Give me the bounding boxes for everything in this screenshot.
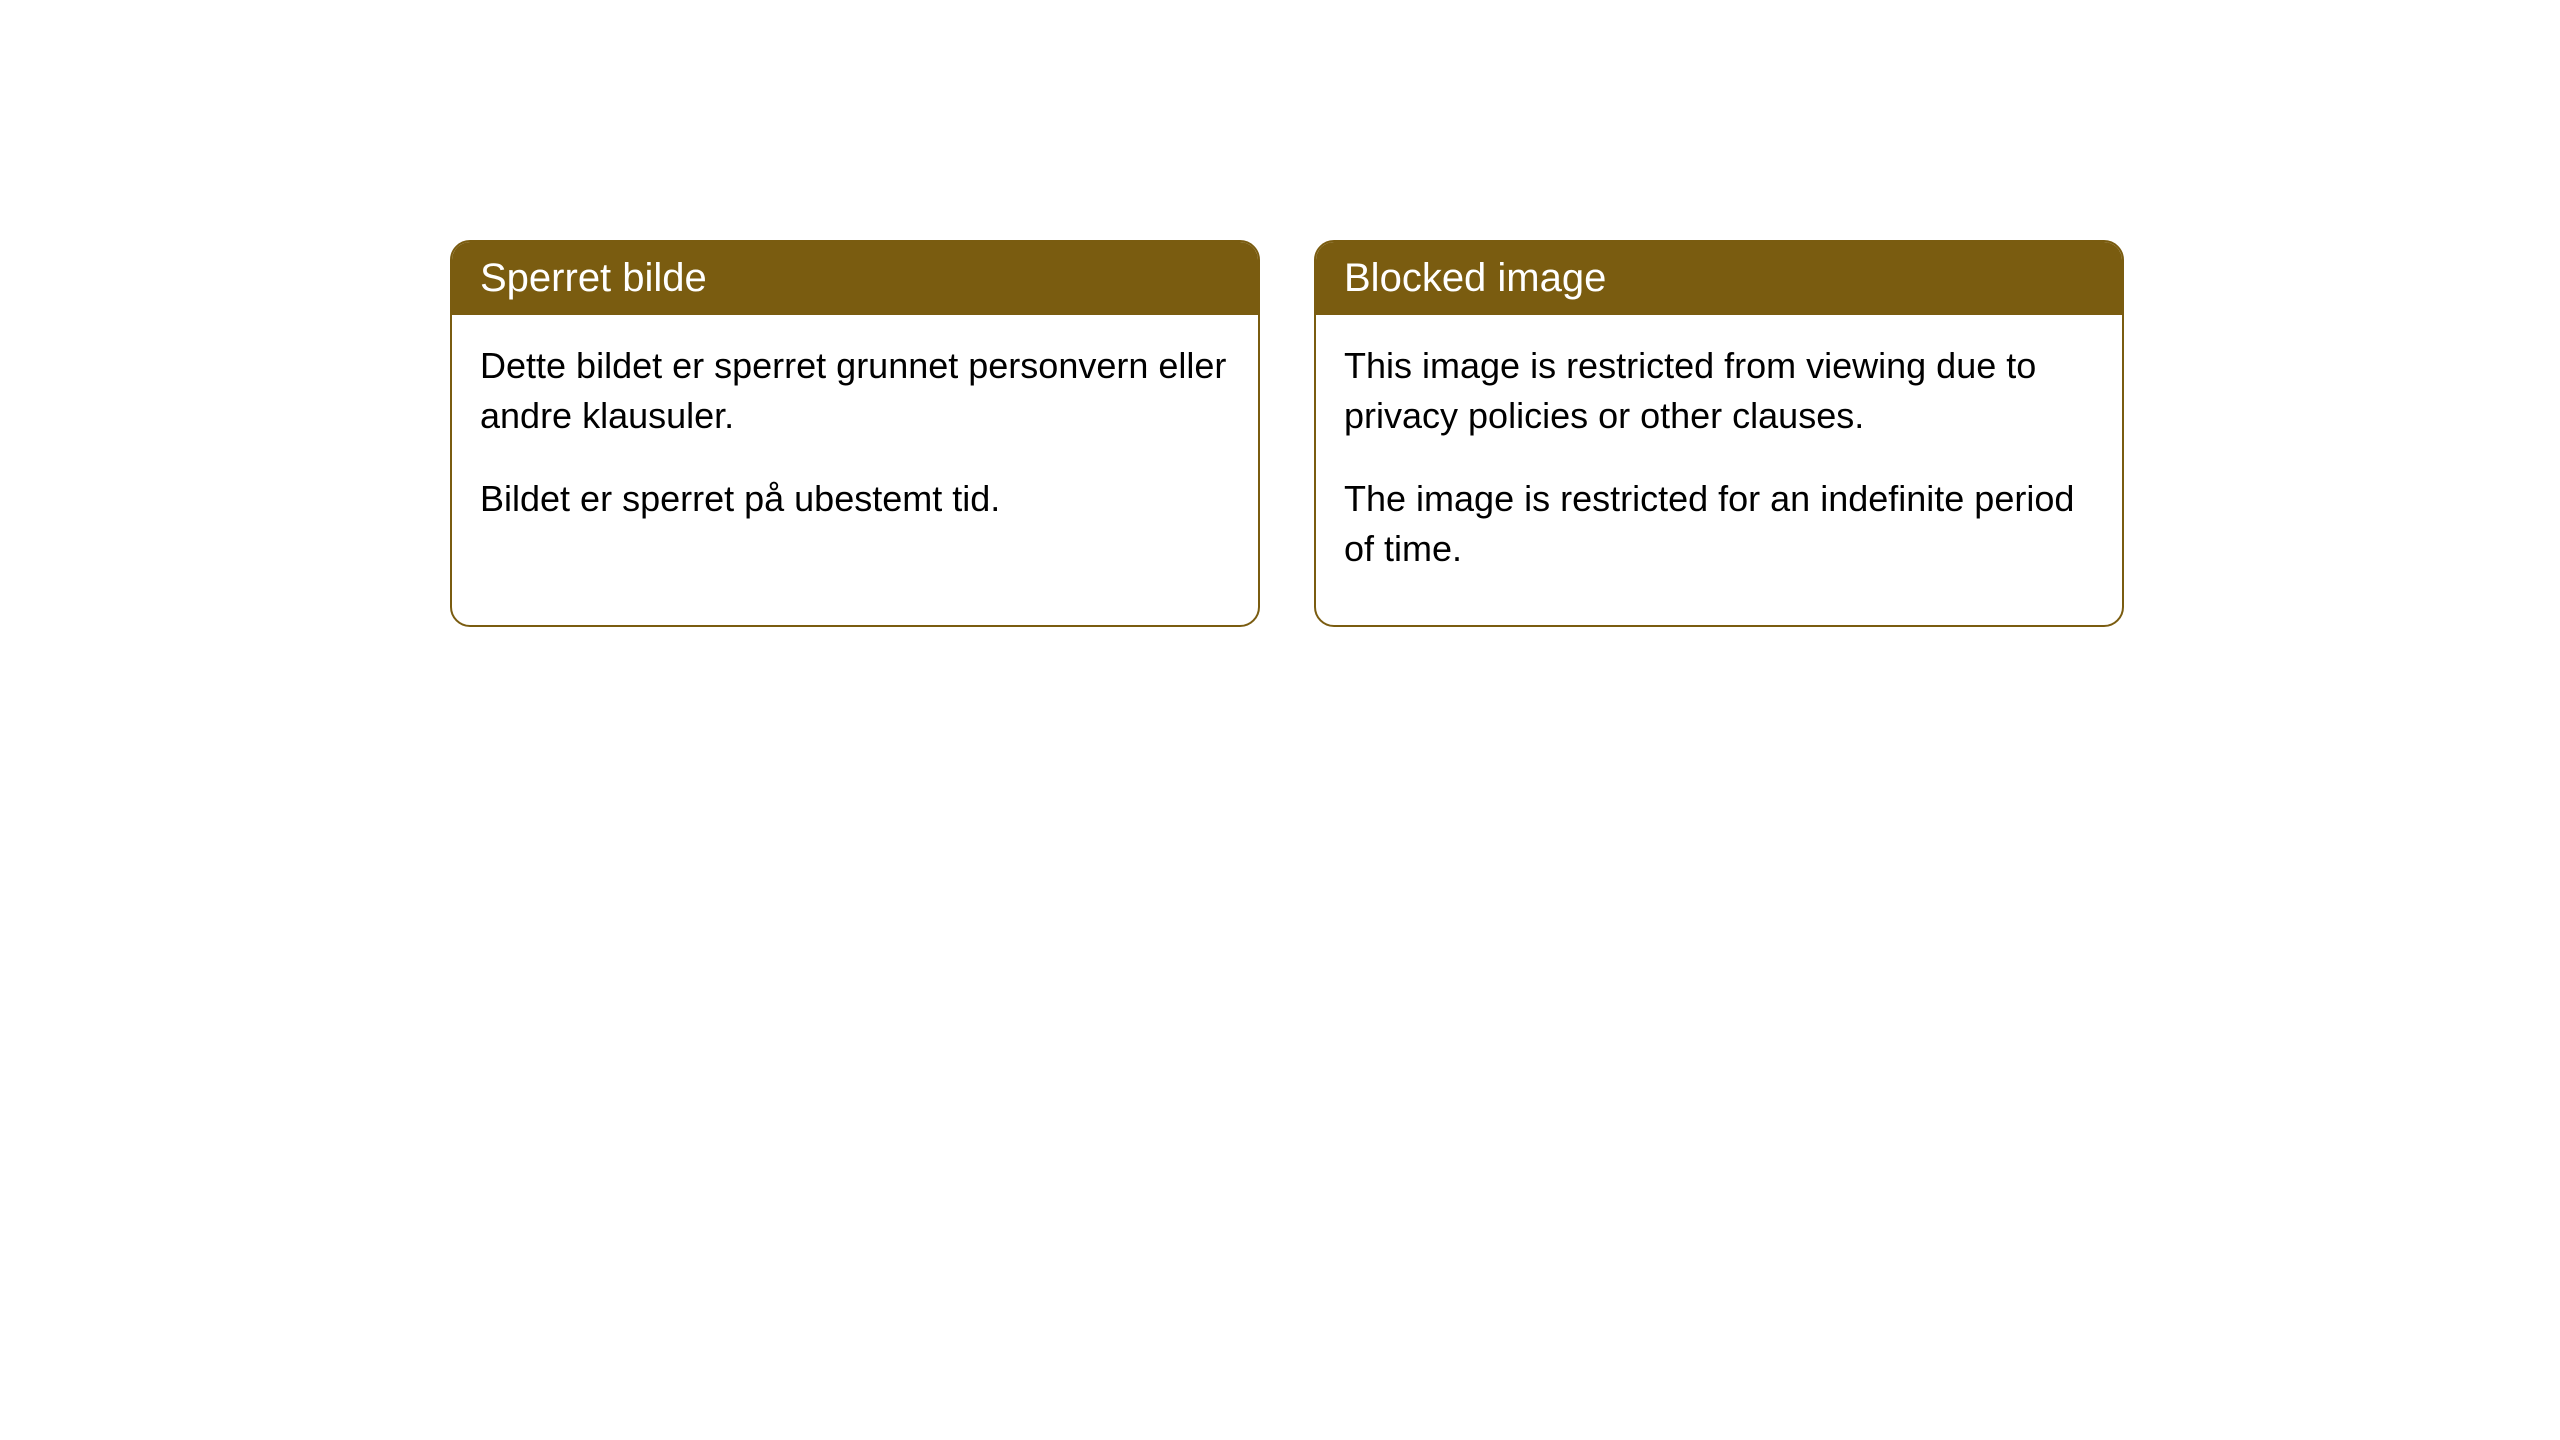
card-header: Blocked image [1316,242,2122,315]
card-title: Sperret bilde [480,256,707,300]
card-title: Blocked image [1344,256,1606,300]
notice-card-norwegian: Sperret bilde Dette bildet er sperret gr… [450,240,1260,627]
card-header: Sperret bilde [452,242,1258,315]
card-body: Dette bildet er sperret grunnet personve… [452,315,1258,574]
card-paragraph: The image is restricted for an indefinit… [1344,474,2094,575]
card-body: This image is restricted from viewing du… [1316,315,2122,625]
card-paragraph: Dette bildet er sperret grunnet personve… [480,341,1230,442]
card-paragraph: Bildet er sperret på ubestemt tid. [480,474,1230,524]
card-paragraph: This image is restricted from viewing du… [1344,341,2094,442]
notice-cards-container: Sperret bilde Dette bildet er sperret gr… [450,240,2124,627]
notice-card-english: Blocked image This image is restricted f… [1314,240,2124,627]
